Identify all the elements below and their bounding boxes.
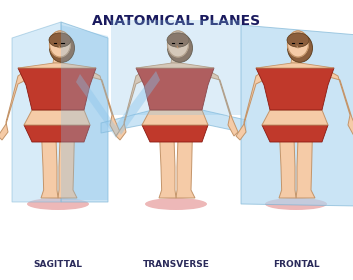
Polygon shape — [0, 68, 38, 140]
Polygon shape — [116, 68, 156, 140]
Polygon shape — [136, 68, 214, 110]
Ellipse shape — [287, 34, 312, 62]
Polygon shape — [136, 63, 214, 68]
Text: ANATOMICAL PLANES: ANATOMICAL PLANES — [92, 14, 260, 28]
Polygon shape — [76, 74, 120, 138]
Polygon shape — [159, 138, 176, 198]
Polygon shape — [61, 22, 108, 202]
Ellipse shape — [168, 34, 192, 62]
Polygon shape — [262, 125, 328, 142]
Polygon shape — [296, 138, 315, 198]
Ellipse shape — [49, 31, 71, 57]
Polygon shape — [262, 110, 328, 125]
Polygon shape — [241, 25, 353, 206]
Polygon shape — [53, 57, 63, 63]
Polygon shape — [24, 110, 90, 125]
Ellipse shape — [168, 31, 189, 57]
Polygon shape — [256, 63, 334, 68]
Polygon shape — [142, 110, 208, 125]
Text: FRONTAL: FRONTAL — [273, 260, 319, 269]
Ellipse shape — [49, 31, 71, 57]
Ellipse shape — [287, 31, 309, 57]
Polygon shape — [198, 68, 238, 136]
Ellipse shape — [27, 198, 89, 210]
Polygon shape — [291, 57, 301, 63]
Polygon shape — [318, 68, 353, 136]
Ellipse shape — [145, 198, 207, 210]
Polygon shape — [18, 68, 96, 110]
Polygon shape — [180, 105, 246, 133]
Polygon shape — [236, 68, 276, 140]
Text: SAGITTAL: SAGITTAL — [34, 260, 83, 269]
Polygon shape — [171, 57, 181, 63]
Ellipse shape — [49, 33, 71, 47]
Polygon shape — [61, 25, 108, 200]
Polygon shape — [41, 138, 58, 198]
Polygon shape — [58, 138, 77, 198]
Polygon shape — [80, 68, 120, 136]
Polygon shape — [101, 105, 172, 133]
Ellipse shape — [49, 34, 74, 62]
Ellipse shape — [287, 33, 309, 47]
Polygon shape — [24, 125, 90, 142]
Ellipse shape — [168, 31, 189, 57]
Polygon shape — [18, 63, 96, 68]
Polygon shape — [116, 71, 160, 135]
Polygon shape — [111, 20, 241, 115]
Text: TRANSVERSE: TRANSVERSE — [143, 260, 209, 269]
Polygon shape — [256, 68, 334, 110]
Polygon shape — [176, 138, 195, 198]
Ellipse shape — [287, 31, 309, 57]
Polygon shape — [12, 22, 61, 202]
Ellipse shape — [265, 198, 327, 210]
Polygon shape — [279, 138, 296, 198]
Ellipse shape — [167, 33, 189, 47]
Polygon shape — [142, 125, 208, 142]
